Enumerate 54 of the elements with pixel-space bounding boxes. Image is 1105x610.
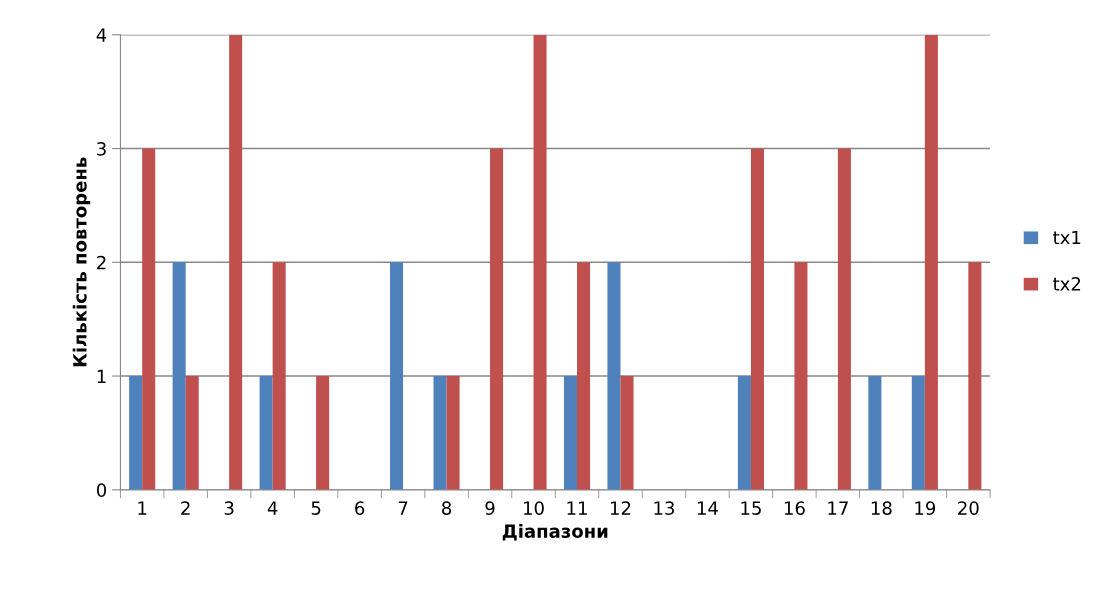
- x-tick-label: 7: [398, 501, 408, 515]
- y-axis-title: Кількість повторень: [72, 157, 91, 367]
- bar: [272, 262, 286, 490]
- x-tick-label: 13: [654, 501, 675, 515]
- bar: [911, 376, 925, 490]
- legend-label: tx1: [1053, 230, 1081, 245]
- bar: [316, 376, 330, 490]
- x-tick-label: 3: [224, 501, 234, 515]
- bar: [607, 262, 621, 490]
- bar: [446, 376, 460, 490]
- x-axis-title: Діапазони: [502, 523, 608, 541]
- bar: [185, 376, 199, 490]
- bar: [433, 376, 447, 490]
- x-tick-label: 9: [485, 501, 495, 515]
- bar: [968, 262, 982, 490]
- x-tick-label: 2: [181, 501, 190, 515]
- bar: [229, 34, 243, 490]
- x-tick-label: 16: [784, 501, 805, 515]
- x-tick-label: 15: [741, 501, 761, 515]
- legend-label: tx2: [1053, 277, 1081, 291]
- y-tick-label: 2: [97, 255, 106, 270]
- bar: [142, 148, 156, 490]
- x-tick-label: 8: [442, 501, 452, 515]
- x-tick-label: 12: [610, 501, 631, 515]
- x-tick-label: 14: [697, 501, 718, 515]
- x-tick-label: 19: [915, 501, 936, 515]
- x-tick-label: 6: [355, 501, 365, 515]
- x-tick-label: 17: [828, 501, 848, 515]
- x-tick-label: 4: [267, 501, 278, 515]
- bar: [750, 148, 764, 490]
- bar: [737, 376, 751, 490]
- x-tick-label: 20: [958, 501, 979, 515]
- bar: [577, 262, 591, 490]
- bar: [129, 376, 143, 490]
- bar: [533, 34, 547, 490]
- x-tick-label: 5: [311, 501, 321, 515]
- y-tick-label: 3: [97, 141, 106, 156]
- bar: [390, 262, 404, 490]
- x-tick-label: 11: [567, 501, 587, 515]
- y-tick-label: 0: [96, 483, 107, 497]
- bar: [490, 148, 504, 490]
- bar: [620, 376, 634, 490]
- x-tick-label: 18: [871, 501, 892, 515]
- x-tick-label: 1: [138, 501, 147, 515]
- y-tick-label: 4: [96, 28, 107, 42]
- bar: [794, 262, 808, 490]
- bar: [868, 376, 882, 490]
- bar: [563, 376, 577, 490]
- bar: [837, 148, 851, 490]
- bar: [172, 262, 186, 490]
- x-tick-label: 10: [524, 501, 544, 515]
- y-tick-label: 1: [97, 369, 106, 383]
- bar: [259, 376, 273, 490]
- bar: [924, 34, 938, 490]
